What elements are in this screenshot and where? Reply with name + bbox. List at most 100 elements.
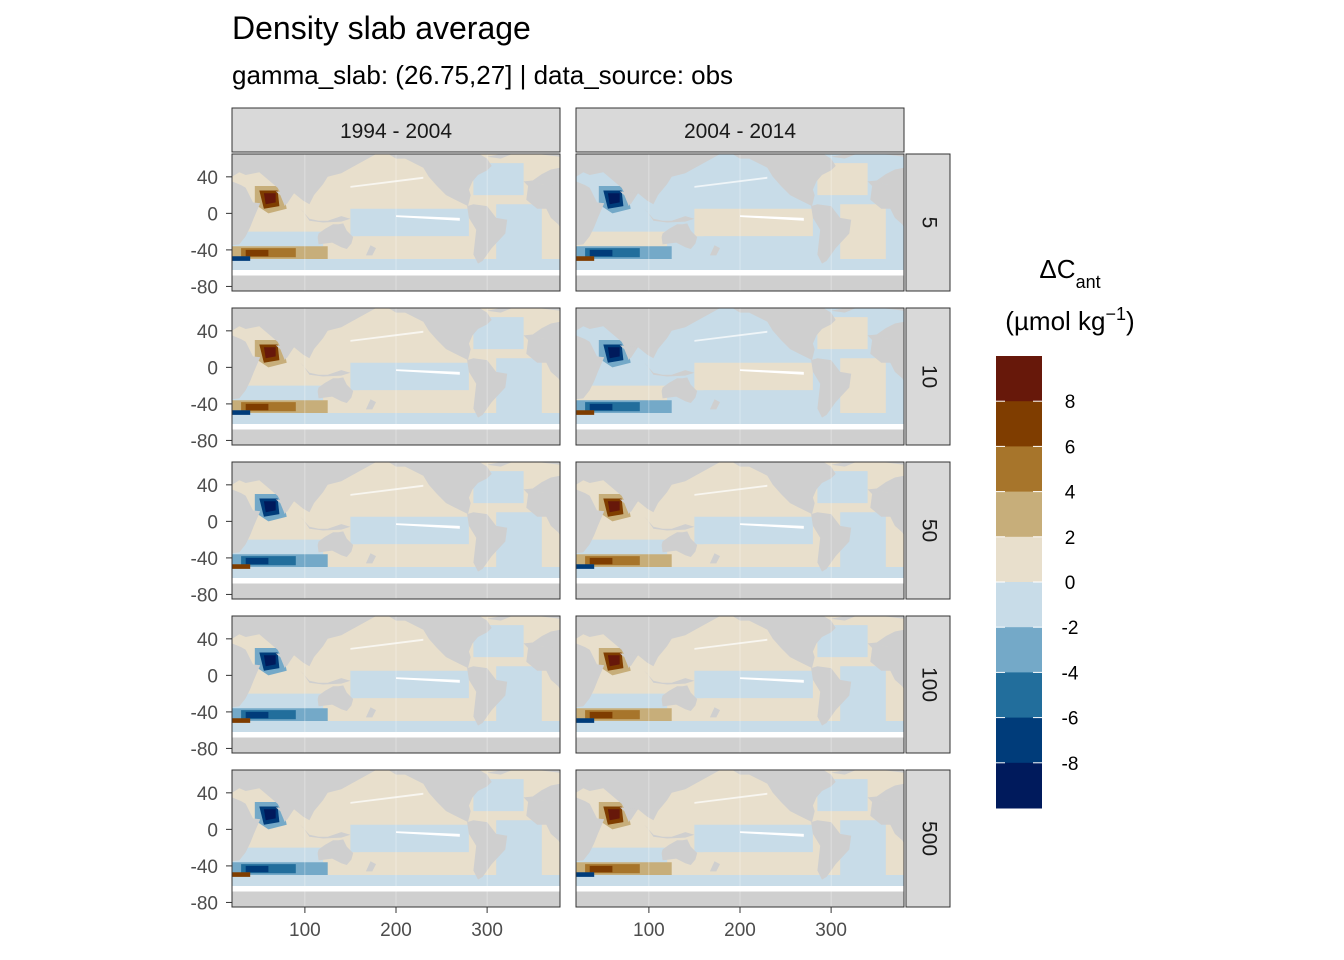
land-eurasia [576, 462, 904, 513]
land-africa [232, 335, 261, 400]
legend-break-label: 6 [1065, 437, 1076, 458]
equatorial-pacific-region [350, 824, 469, 853]
south-atlantic-region [840, 204, 886, 259]
land-india [619, 499, 638, 515]
south-indian-core [589, 403, 613, 411]
land-north-america [388, 616, 492, 669]
land-africa [576, 335, 605, 400]
legend-color-bin [996, 401, 1042, 447]
no-data-streak [740, 523, 804, 529]
no-data-streak [740, 831, 804, 837]
land-africa-east [867, 181, 904, 228]
south-atlantic-region [496, 666, 542, 721]
agulhas-patch [232, 564, 251, 569]
land-greenland [487, 462, 513, 467]
land-australia [661, 531, 698, 557]
panel-border [231, 461, 561, 600]
y-tick-label: 40 [197, 784, 218, 805]
south-atlantic-region [496, 204, 542, 259]
y-tick-label: 0 [207, 358, 218, 379]
legend-color-bin [996, 491, 1042, 538]
map-panel [231, 615, 561, 754]
north-atlantic-region [473, 779, 524, 812]
no-data-streak [396, 369, 460, 375]
y-tick-label: -80 [191, 431, 218, 452]
south-atlantic-region [840, 820, 886, 875]
agulhas-patch [576, 410, 595, 415]
equatorial-pacific-region [350, 208, 469, 237]
equatorial-pacific-region [694, 362, 813, 391]
y-tick-label: 40 [197, 476, 218, 497]
no-data-streak [694, 484, 768, 496]
panel-border [575, 307, 905, 446]
land-africa-east [867, 643, 904, 690]
no-data-streak [350, 176, 424, 188]
x-tick-label: 100 [289, 920, 321, 941]
land-north-america [732, 154, 836, 207]
no-data-streak [396, 677, 460, 683]
south-atlantic-region [496, 512, 542, 567]
hotspot-core [263, 655, 276, 667]
south-pacific-region [703, 698, 813, 726]
land-new-zealand [365, 399, 376, 410]
land-india [619, 345, 638, 361]
land-new-zealand [365, 553, 376, 564]
land-indonesia [300, 824, 351, 839]
land-europe-east [867, 167, 904, 186]
land-india [275, 191, 294, 207]
legend-color-bin [996, 356, 1042, 402]
hotspot-core [263, 809, 276, 821]
panel-content [232, 616, 560, 753]
land-north-america [732, 308, 836, 361]
land-europe-east [867, 783, 904, 802]
south-pacific-region [359, 236, 469, 264]
land-africa [576, 489, 605, 554]
row-strip [905, 615, 951, 754]
land-africa [232, 797, 261, 862]
land-africa [232, 181, 261, 246]
column-strip [575, 107, 905, 153]
land-africa-east [867, 489, 904, 536]
north-atlantic-region [817, 625, 868, 658]
land-africa [576, 643, 605, 708]
land-new-zealand [365, 861, 376, 872]
south-indian-core [589, 557, 613, 565]
legend-break-label: -8 [1062, 754, 1079, 775]
north-pacific-region [350, 629, 433, 662]
land-greenland [487, 616, 513, 621]
y-tick-label: 0 [207, 204, 218, 225]
land-africa [576, 181, 605, 246]
legend-color-bin [996, 446, 1042, 493]
panel-border [231, 307, 561, 446]
land-eurasia [576, 770, 904, 821]
row-strip [905, 461, 951, 600]
panel-content [232, 462, 560, 599]
land-indonesia [644, 516, 695, 531]
panel-content [576, 616, 904, 753]
column-strip-label: 1994 - 2004 [340, 120, 452, 143]
row-strip-label: 10 [917, 365, 940, 388]
equatorial-pacific-region [694, 208, 813, 237]
map-panel [231, 307, 561, 446]
land-eurasia [232, 308, 560, 359]
land-eurasia [576, 308, 904, 359]
agulhas-patch [576, 256, 595, 261]
legend-break-label: 8 [1065, 392, 1076, 413]
land-greenland [831, 308, 857, 313]
panel-content [576, 462, 904, 599]
land-indonesia [300, 516, 351, 531]
hotspot-core [607, 809, 620, 821]
y-tick-label: -80 [191, 277, 218, 298]
north-atlantic-region [473, 625, 524, 658]
south-pacific-region [703, 390, 813, 418]
legend-color-bin [996, 762, 1042, 809]
hotspot-core [607, 501, 620, 513]
panel-content [576, 770, 904, 907]
column-strip-label: 2004 - 2014 [684, 120, 796, 143]
chart-title: Density slab average [232, 10, 531, 46]
equatorial-pacific-region [694, 824, 813, 853]
land-north-america [732, 462, 836, 515]
equatorial-pacific-region [694, 670, 813, 699]
land-europe-east [523, 629, 560, 648]
y-tick-label: 0 [207, 512, 218, 533]
